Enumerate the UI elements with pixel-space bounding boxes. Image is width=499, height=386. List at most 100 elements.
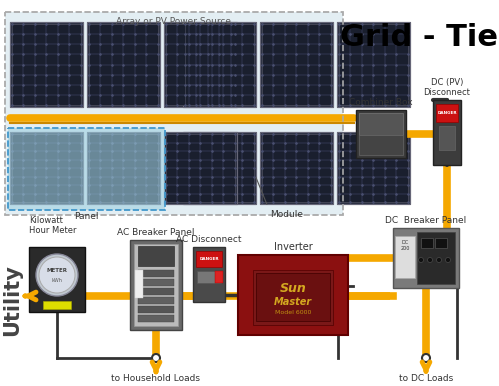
Text: AC Breaker Panel: AC Breaker Panel <box>117 228 195 237</box>
Text: DC  Breaker Panel: DC Breaker Panel <box>385 216 467 225</box>
Bar <box>356 110 406 158</box>
Ellipse shape <box>152 354 160 362</box>
Bar <box>138 306 174 313</box>
Bar <box>337 22 410 107</box>
Bar <box>164 22 237 107</box>
Text: Inverter: Inverter <box>273 242 312 252</box>
Bar <box>256 273 330 321</box>
Text: Grid - Tied: Grid - Tied <box>340 24 499 52</box>
Bar <box>215 271 223 283</box>
Bar <box>10 22 83 107</box>
Bar <box>5 12 343 215</box>
Bar <box>196 251 222 267</box>
Bar <box>185 24 254 105</box>
Bar <box>89 24 158 105</box>
Bar <box>359 135 403 155</box>
Bar <box>8 128 165 210</box>
Bar <box>185 134 254 202</box>
Text: DC (PV)
Disconnect: DC (PV) Disconnect <box>424 78 471 97</box>
Text: Panel: Panel <box>74 212 99 221</box>
Bar <box>395 236 415 278</box>
Text: Array or PV Power Source: Array or PV Power Source <box>116 17 232 26</box>
Bar <box>262 24 331 105</box>
Bar <box>87 22 160 107</box>
Bar <box>337 132 410 204</box>
Bar <box>89 134 158 202</box>
Bar <box>5 12 343 215</box>
Bar <box>10 132 83 204</box>
Bar <box>12 24 81 105</box>
Bar <box>260 22 333 107</box>
Bar <box>260 132 333 204</box>
Bar <box>89 24 158 105</box>
Text: to DC Loads: to DC Loads <box>399 374 453 383</box>
Text: METER: METER <box>46 269 67 274</box>
Bar <box>87 132 160 204</box>
Bar <box>164 22 237 107</box>
Bar <box>183 132 256 204</box>
Text: DC
200: DC 200 <box>400 240 410 251</box>
Ellipse shape <box>36 254 78 296</box>
Bar <box>87 22 160 107</box>
Bar <box>260 22 333 107</box>
Text: Utility: Utility <box>2 264 22 336</box>
Bar <box>436 104 458 122</box>
Bar <box>262 134 331 202</box>
Bar <box>421 238 433 248</box>
Text: kWh: kWh <box>51 279 62 283</box>
Bar <box>339 134 408 202</box>
Bar <box>183 22 256 107</box>
Bar <box>29 247 85 312</box>
Bar <box>12 134 81 202</box>
Bar <box>393 228 459 288</box>
Bar <box>89 134 158 202</box>
Text: Module: Module <box>270 210 303 219</box>
Bar <box>359 113 403 135</box>
Ellipse shape <box>428 257 433 262</box>
Bar <box>12 134 81 202</box>
Bar <box>138 297 174 304</box>
Bar <box>8 128 165 210</box>
Bar <box>439 126 455 150</box>
Bar <box>164 132 237 204</box>
Bar <box>260 132 333 204</box>
Bar <box>138 288 174 295</box>
Bar <box>435 238 447 248</box>
Bar <box>185 134 254 202</box>
Text: Master: Master <box>274 297 312 307</box>
Bar <box>185 24 254 105</box>
Ellipse shape <box>419 257 424 262</box>
Bar <box>166 134 235 202</box>
Bar <box>166 24 235 105</box>
Bar <box>337 132 410 204</box>
Bar <box>183 132 256 204</box>
Bar <box>87 132 160 204</box>
Ellipse shape <box>39 257 75 293</box>
Bar <box>138 246 174 266</box>
Bar <box>135 270 143 298</box>
Bar <box>197 271 221 283</box>
Bar <box>12 24 81 105</box>
Bar <box>339 24 408 105</box>
Bar <box>10 132 83 204</box>
Text: to Household Loads: to Household Loads <box>111 374 201 383</box>
Bar <box>166 24 235 105</box>
Bar <box>166 134 235 202</box>
Bar <box>138 279 174 286</box>
Bar <box>134 244 178 326</box>
Ellipse shape <box>422 354 430 362</box>
Text: AC Disconnect: AC Disconnect <box>176 235 242 244</box>
Bar <box>138 270 174 277</box>
Bar <box>253 270 333 325</box>
Text: Model 6000: Model 6000 <box>275 310 311 315</box>
Text: DANGER: DANGER <box>437 111 457 115</box>
Text: Sun: Sun <box>279 281 306 295</box>
Bar <box>183 22 256 107</box>
Bar <box>433 100 461 165</box>
Text: DANGER: DANGER <box>199 257 219 261</box>
Bar <box>417 232 455 284</box>
Bar <box>262 134 331 202</box>
Bar <box>238 255 348 335</box>
Bar <box>130 240 182 330</box>
Ellipse shape <box>437 257 442 262</box>
